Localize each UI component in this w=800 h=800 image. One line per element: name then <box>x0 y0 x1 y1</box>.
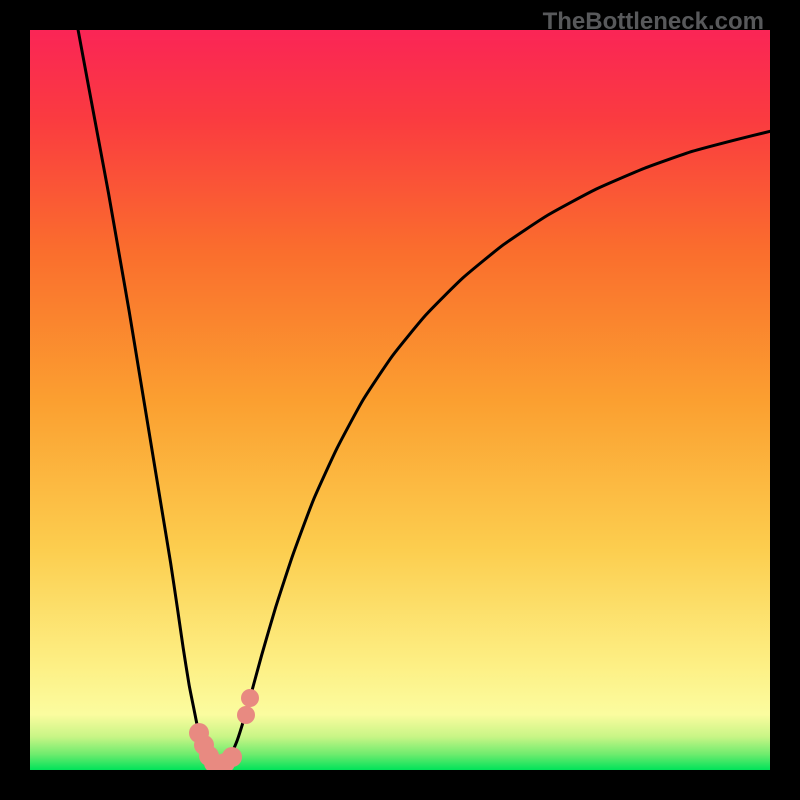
watermark-text: TheBottleneck.com <box>543 8 764 36</box>
data-marker <box>241 689 259 707</box>
curves-layer <box>30 30 770 770</box>
chart-root: TheBottleneck.com <box>0 0 800 800</box>
curve-right <box>232 131 770 753</box>
curve-left <box>78 30 232 767</box>
plot-area <box>30 30 770 770</box>
